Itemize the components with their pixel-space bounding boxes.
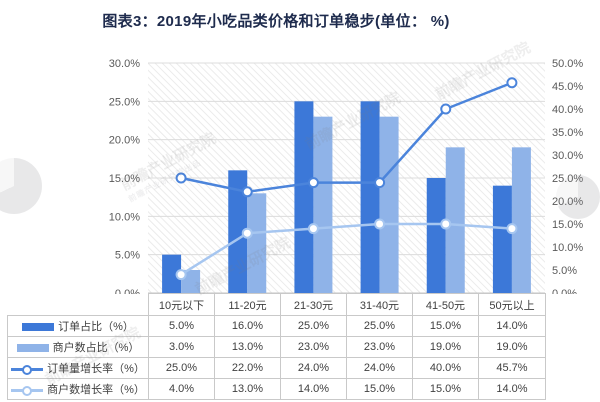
table-value-cell: 25.0% (280, 315, 347, 337)
category-header-row: 10元以下 11-20元 21-30元 31-40元 41-50元 50元以上 (8, 293, 546, 316)
right-axis-tick-label: 10.0% (552, 242, 583, 254)
bar-order-share (228, 170, 248, 293)
left-axis-tick-label: 30.0% (109, 58, 140, 70)
category-header: 11-20元 (214, 293, 281, 316)
left-axis-tick-label: 15.0% (109, 173, 140, 185)
legend-cell: 商户数占比（%） (7, 336, 149, 358)
legend-cell: 订单占比（%） (7, 315, 149, 337)
table-value-cell: 14.0% (478, 378, 546, 400)
bar-order-share (294, 101, 314, 293)
bar-order-share (360, 101, 380, 293)
table-value-cell: 23.0% (346, 336, 413, 358)
bar-merchant-share (247, 193, 267, 293)
line-marker (506, 77, 518, 89)
left-axis-tick-label: 25.0% (109, 96, 140, 108)
line-order-growth (180, 81, 513, 194)
right-axis-tick-label: 25.0% (552, 173, 583, 185)
table-value-cell: 45.7% (478, 357, 546, 379)
table-value-cell: 24.0% (346, 357, 413, 379)
table-value-cell: 25.0% (346, 315, 413, 337)
left-axis-tick-label: 10.0% (109, 211, 140, 223)
bar-merchant-share (379, 116, 399, 294)
table-value-cell: 19.0% (412, 336, 479, 358)
table-value-cell: 16.0% (214, 315, 281, 337)
table-value-cell: 24.0% (280, 357, 347, 379)
table-value-cell: 23.0% (280, 336, 347, 358)
bar-order-share (492, 185, 512, 293)
category-header: 50元以上 (478, 293, 546, 316)
table-value-cell: 13.0% (214, 336, 281, 358)
right-axis-tick-label: 35.0% (552, 127, 583, 139)
bar-swatch-icon (22, 323, 55, 332)
line-marker (440, 218, 452, 230)
line-marker (175, 269, 187, 281)
table-value-cell: 5.0% (148, 315, 215, 337)
bar-merchant-share (445, 147, 465, 293)
right-axis-tick-label: 5.0% (552, 265, 577, 277)
table-value-cell: 19.0% (478, 336, 546, 358)
line-marker (506, 223, 518, 235)
table-value-cell: 15.0% (412, 378, 479, 400)
table-value-cell: 40.0% (412, 357, 479, 379)
line-marker (374, 177, 386, 189)
right-axis-tick-label: 15.0% (552, 219, 583, 231)
data-table: 10元以下 11-20元 21-30元 31-40元 41-50元 50元以上订单占比（%… (7, 293, 546, 400)
category-header: 21-30元 (280, 293, 347, 316)
legend-cell: 商户数增长率（%） (7, 378, 149, 400)
bar-order-share (162, 254, 182, 293)
legend-label: 订单占比（%） (58, 321, 134, 333)
chart-title: 图表3：2019年小吃品类价格和订单稳步(单位： %) (102, 13, 450, 30)
line-merchant-growth (180, 222, 513, 276)
left-axis-tick-label: 20.0% (109, 135, 140, 147)
line-marker (175, 172, 187, 184)
plot-area: 0.0% 5.0% 10.0% 15.0% 20.0% 25.0% 30.0% 0.0% 5.0… (0, 36, 600, 294)
line-marker (307, 223, 319, 235)
bar-swatch-icon (16, 344, 49, 353)
chart-canvas: 0.0% 5.0% 10.0% 15.0% 20.0% 25.0% 30.0% 0.0% 5.0… (109, 58, 584, 294)
table-value-cell: 15.0% (412, 315, 479, 337)
table-row: 订单占比（%） 5.0% 16.0% 25.0% 25.0% 15.0% 14.0% (7, 315, 546, 337)
right-axis-tick-label: 40.0% (552, 104, 583, 116)
line-marker-icon (22, 385, 33, 396)
legend-label: 商户数占比（%） (52, 342, 140, 354)
right-axis-tick-label: 30.0% (552, 150, 583, 162)
bar-merchant-share (511, 147, 531, 293)
table-value-cell: 25.0% (148, 357, 215, 379)
table-row: 订单量增长率（%） 25.0% 22.0% 24.0% 24.0% 40.0% 45.7% (7, 357, 546, 379)
line-marker (374, 218, 386, 230)
line-marker (307, 177, 319, 189)
legend-label: 订单量增长率（%） (47, 363, 145, 375)
line-swatch-icon (11, 364, 44, 375)
table-row: 商户数占比（%） 3.0% 13.0% 23.0% 23.0% 19.0% 19.0% (7, 336, 546, 358)
table-row: 商户数增长率（%） 4.0% 13.0% 14.0% 15.0% 15.0% 14.0% (7, 378, 546, 400)
table-value-cell: 14.0% (478, 315, 546, 337)
right-axis-tick-label: 20.0% (552, 196, 583, 208)
table-corner-cell (8, 294, 149, 316)
right-axis-tick-label: 0.0% (552, 288, 577, 294)
line-marker (241, 227, 253, 239)
table-value-cell: 3.0% (148, 336, 215, 358)
right-axis-tick-label: 45.0% (552, 81, 583, 93)
line-marker (440, 103, 452, 115)
table-value-cell: 22.0% (214, 357, 281, 379)
bar-order-share (426, 178, 446, 293)
legend-cell: 订单量增长率（%） (7, 357, 149, 379)
line-marker-icon (22, 364, 33, 375)
line-swatch-icon (11, 385, 44, 396)
legend-label: 商户数增长率（%） (47, 384, 145, 396)
right-axis-tick-label: 50.0% (552, 58, 583, 70)
bar-merchant-share (313, 116, 333, 294)
table-value-cell: 14.0% (280, 378, 347, 400)
table-value-cell: 13.0% (214, 378, 281, 400)
data-table-body: 10元以下 11-20元 21-30元 31-40元 41-50元 50元以上订单占比（%… (7, 293, 546, 400)
left-axis-tick-label: 0.0% (115, 288, 140, 294)
table-value-cell: 4.0% (148, 378, 215, 400)
category-header: 41-50元 (412, 293, 479, 316)
category-header: 10元以下 (148, 293, 215, 316)
left-axis-tick-label: 5.0% (115, 250, 140, 262)
table-value-cell: 15.0% (346, 378, 413, 400)
category-header: 31-40元 (346, 293, 413, 316)
line-marker (241, 186, 253, 198)
